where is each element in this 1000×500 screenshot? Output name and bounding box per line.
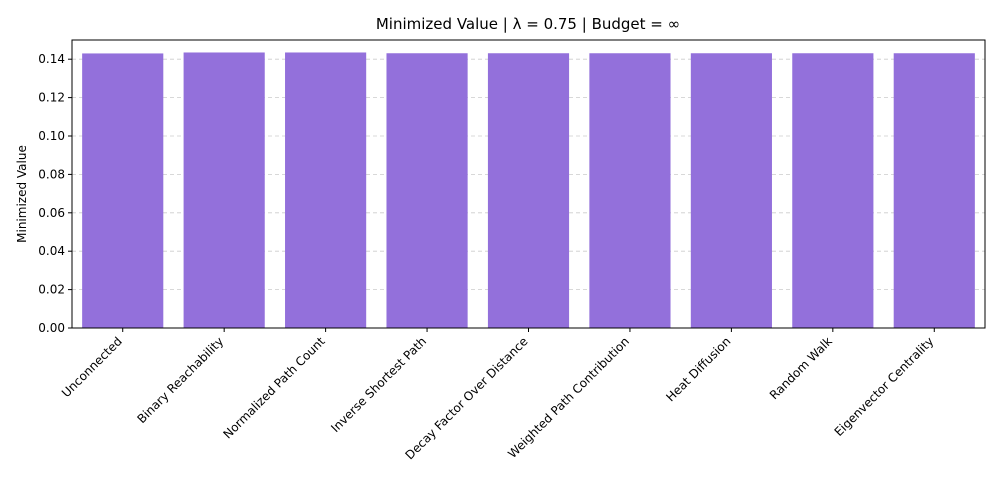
bar [792,53,874,329]
y-tick-label: 0.14 [38,52,65,66]
bars [82,52,975,329]
chart-title: Minimized Value | λ = 0.75 | Budget = ∞ [376,15,680,33]
x-tick-label: Inverse Shortest Path [328,334,429,435]
bar [690,53,772,329]
bar [183,52,265,328]
y-tick-label: 0.10 [38,129,65,143]
bar [893,53,975,329]
y-ticks: 0.00 0.02 0.04 0.06 0.08 0.10 0.12 0.14 [38,52,72,335]
y-tick-label: 0.04 [38,244,65,258]
x-tick-label: Normalized Path Count [220,334,327,441]
bar [82,53,164,328]
bar [589,53,671,329]
x-ticks: Unconnected Binary ReachabilityNormalized… [59,328,936,462]
x-tick-label: Binary Reachability [134,334,226,426]
x-tick-label: Weighted Path Contribution [505,334,632,461]
x-tick-label: Eigenvector Centrality [832,334,937,439]
y-tick-label: 0.06 [38,206,65,220]
x-tick-label: Heat Diffusion [663,334,733,404]
y-axis-label: Minimized Value [15,145,29,243]
y-tick-label: 0.02 [38,283,65,297]
x-tick-label: Random Walk [767,334,835,402]
bar [386,53,468,329]
x-tick-label: Unconnected [59,334,125,400]
bar [487,53,570,329]
bar [285,52,367,328]
y-tick-label: 0.12 [38,91,65,105]
y-tick-label: 0.08 [38,167,65,181]
x-tick-label: Decay Factor Over Distance [403,334,531,462]
y-tick-label: 0.00 [38,321,65,335]
